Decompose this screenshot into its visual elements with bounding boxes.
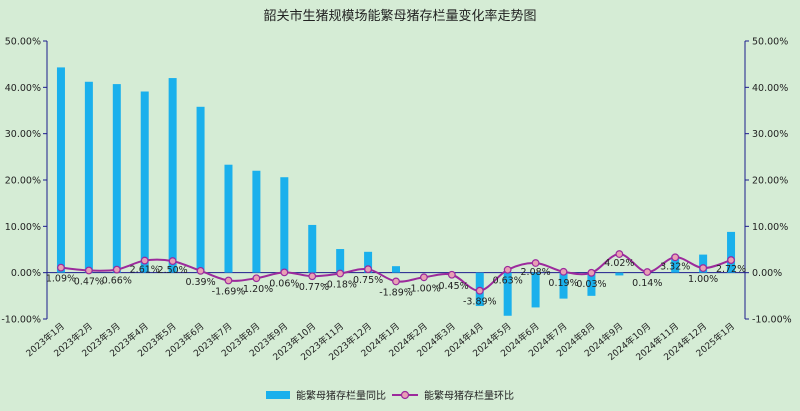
line-data-label: 0.39% bbox=[185, 277, 215, 288]
bar bbox=[140, 91, 149, 273]
line-data-label: -1.69% bbox=[212, 286, 246, 297]
line-point bbox=[727, 256, 735, 264]
line-point bbox=[336, 269, 345, 278]
line-data-labels: 1.09%0.47%0.66%2.61%2.50%0.39%-1.69%-1.2… bbox=[46, 258, 746, 308]
line-point bbox=[252, 274, 261, 283]
line-series bbox=[57, 250, 735, 295]
line-data-label: 2.08% bbox=[521, 267, 551, 278]
bar bbox=[531, 272, 540, 308]
y-tick-label: 50.00% bbox=[5, 37, 41, 48]
line-data-label: -0.18% bbox=[323, 280, 357, 291]
line-data-label: 0.14% bbox=[632, 278, 662, 289]
bar bbox=[168, 78, 177, 273]
y2-tick-label: 0.00% bbox=[752, 268, 782, 279]
bar bbox=[559, 272, 568, 299]
line-point bbox=[364, 265, 372, 274]
line-point bbox=[699, 264, 708, 272]
bar bbox=[252, 170, 261, 273]
line-point bbox=[475, 286, 484, 295]
y-tick-label: -10.00% bbox=[1, 315, 41, 326]
line-data-label: -1.00% bbox=[407, 283, 441, 294]
line-point bbox=[280, 268, 289, 277]
bar bbox=[727, 231, 736, 273]
line-data-label: -0.45% bbox=[435, 281, 469, 292]
line-data-label: 1.00% bbox=[688, 274, 718, 285]
line-point bbox=[559, 267, 568, 276]
legend-bar-swatch bbox=[266, 391, 290, 399]
legend-line-label: 能繁母猪存栏量环比 bbox=[424, 389, 514, 402]
line-point bbox=[503, 265, 512, 274]
line-data-label: 1.09% bbox=[46, 274, 76, 285]
legend-bar-label: 能繁母猪存栏量同比 bbox=[296, 389, 386, 402]
line-point bbox=[308, 272, 317, 281]
bar bbox=[308, 224, 317, 273]
line-data-label: 2.61% bbox=[130, 265, 160, 276]
y2-tick-label: 10.00% bbox=[752, 222, 788, 233]
y2-tick-label: 20.00% bbox=[752, 176, 788, 187]
line-point bbox=[643, 268, 652, 276]
x-tick-labels: 2023年1月2023年2月2023年3月2023年4月2023年5月2023年… bbox=[23, 320, 737, 363]
bar bbox=[224, 164, 233, 273]
bar bbox=[671, 255, 680, 273]
line-data-label: 0.19% bbox=[548, 278, 578, 289]
line-data-label: 4.02% bbox=[604, 258, 634, 269]
line-point bbox=[112, 265, 121, 274]
bar bbox=[392, 266, 400, 273]
y-tick-label: 30.00% bbox=[5, 129, 41, 140]
y2-tick-label: -10.00% bbox=[752, 315, 792, 326]
bar bbox=[280, 177, 289, 273]
bar bbox=[56, 67, 65, 273]
line-data-label: -1.89% bbox=[379, 287, 413, 298]
line-point bbox=[531, 259, 540, 267]
line-point bbox=[587, 268, 596, 277]
bar bbox=[196, 106, 205, 273]
line-point bbox=[420, 273, 428, 282]
line-data-label: -1.20% bbox=[240, 284, 274, 295]
y2-tick-labels: -10.00% 0.00% 10.00% 20.00% 30.00% 40.00% 50.0… bbox=[752, 37, 792, 326]
line-point bbox=[140, 256, 149, 265]
bar bbox=[587, 272, 596, 296]
bar bbox=[615, 272, 624, 276]
y-tick-label: 20.00% bbox=[5, 176, 41, 187]
line-point bbox=[447, 270, 456, 279]
legend-line-marker bbox=[400, 390, 410, 400]
bar bbox=[364, 251, 373, 273]
line-data-label: 0.63% bbox=[493, 276, 523, 287]
line-point bbox=[615, 250, 624, 258]
y-tick-label: 0.00% bbox=[11, 268, 41, 279]
line-point bbox=[671, 253, 680, 262]
line-data-label: 0.75% bbox=[353, 275, 383, 286]
bar bbox=[84, 81, 93, 273]
bar bbox=[699, 254, 708, 273]
line-data-label: -0.77% bbox=[295, 282, 329, 293]
line-data-label: 0.66% bbox=[102, 276, 132, 287]
line-data-label: 2.72% bbox=[716, 264, 746, 275]
chart-title: 韶关市生猪规模场能繁母猪存栏量变化率走势图 bbox=[263, 8, 536, 24]
line-data-label: 0.03% bbox=[576, 279, 606, 290]
line-point bbox=[224, 276, 233, 285]
y-tick-label: 10.00% bbox=[5, 222, 41, 233]
line-point bbox=[84, 266, 93, 275]
y-tick-labels: -10.00% 0.00% 10.00% 20.00% 30.00% 40.00% 50.0… bbox=[1, 37, 41, 326]
line-data-label: 0.06% bbox=[269, 278, 299, 289]
line-data-label: 0.47% bbox=[74, 276, 104, 287]
bar bbox=[112, 84, 121, 273]
line-data-label: 2.50% bbox=[158, 265, 188, 276]
line-point bbox=[168, 257, 177, 265]
line-point bbox=[57, 263, 65, 272]
legend: 能繁母猪存栏量同比 能繁母猪存栏量环比 bbox=[266, 389, 514, 402]
line-point bbox=[196, 266, 205, 275]
line-data-label: -3.89% bbox=[463, 297, 497, 308]
line-data-label: 3.32% bbox=[660, 261, 690, 272]
y2-tick-label: 40.00% bbox=[752, 83, 788, 94]
y-tick-label: 40.00% bbox=[5, 83, 41, 94]
line-point bbox=[392, 277, 400, 286]
bar bbox=[336, 249, 345, 273]
y2-tick-label: 30.00% bbox=[752, 129, 788, 140]
y2-tick-label: 50.00% bbox=[752, 37, 788, 48]
bar bbox=[503, 272, 512, 316]
